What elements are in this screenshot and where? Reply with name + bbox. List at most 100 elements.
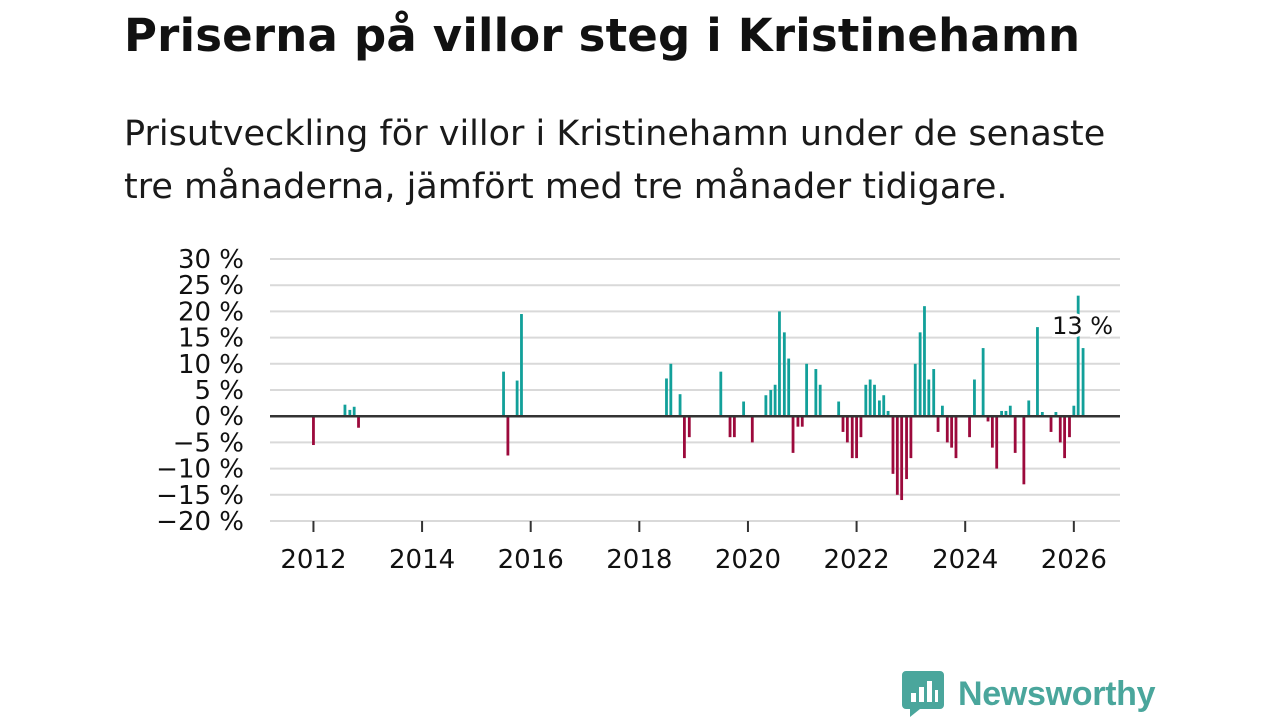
bar-7: [515, 380, 519, 417]
bar-69: [1027, 400, 1031, 417]
x-tick-label: 2026: [1041, 545, 1107, 575]
bar-32: [841, 416, 845, 432]
bar-68: [1022, 416, 1026, 485]
newsworthy-logo-text: Newsworthy: [958, 674, 1156, 713]
chart-title: Priserna på villor steg i Kristinehamn: [124, 9, 1081, 62]
bar-0: [312, 416, 315, 446]
bar-70: [1036, 327, 1039, 417]
bar-20: [769, 390, 773, 417]
bar-44: [895, 416, 899, 495]
data-label-latest: 13 %: [1052, 312, 1113, 340]
x-tick-label: 2024: [932, 545, 998, 575]
bar-77: [1072, 405, 1076, 417]
newsworthy-logo-icon: [902, 671, 944, 717]
bar-67: [1013, 416, 1017, 453]
bar-79: [1081, 348, 1085, 417]
bar-4: [357, 416, 360, 428]
bar-53: [936, 416, 940, 432]
bar-28: [805, 363, 809, 417]
y-tick-label: −20 %: [156, 507, 244, 537]
bar-9: [665, 378, 668, 417]
bar-73: [1054, 412, 1058, 417]
y-tick-label: 20 %: [178, 297, 244, 327]
bar-71: [1040, 412, 1044, 417]
bar-55: [945, 416, 949, 443]
bar-36: [859, 416, 863, 438]
bar-3: [352, 406, 356, 417]
bar-8: [520, 314, 523, 417]
y-tick-label: 30 %: [178, 245, 244, 275]
bar-24: [787, 358, 791, 417]
bar-12: [683, 416, 686, 459]
x-tick-label: 2018: [606, 545, 672, 575]
bar-34: [850, 416, 854, 459]
bar-74: [1058, 416, 1062, 443]
x-tick-label: 2020: [715, 545, 781, 575]
bar-50: [923, 306, 926, 417]
bar-13: [687, 416, 691, 438]
bar-22: [778, 311, 781, 417]
bar-45: [900, 416, 904, 501]
bar-51: [927, 379, 931, 417]
bar-54: [940, 405, 944, 417]
bar-60: [981, 348, 985, 417]
bar-25: [791, 416, 795, 453]
bar-76: [1068, 416, 1071, 438]
y-tick-label: 5 %: [194, 376, 244, 406]
y-tick-label: −5 %: [173, 428, 244, 458]
bar-2: [348, 409, 352, 417]
y-tick-label: 25 %: [178, 271, 244, 301]
bar-33: [845, 416, 849, 443]
bar-41: [882, 395, 886, 417]
bar-27: [800, 416, 804, 427]
bar-43: [891, 416, 895, 474]
x-tick-label: 2014: [389, 545, 455, 575]
bar-14: [719, 371, 723, 417]
bar-42: [886, 410, 890, 417]
bar-66: [1008, 405, 1012, 417]
bar-26: [796, 416, 800, 427]
bar-39: [873, 384, 876, 417]
bar-5: [502, 371, 505, 417]
bar-16: [732, 416, 736, 438]
chart-subtitle: Prisutveckling för villor i Kristinehamn…: [124, 114, 1106, 207]
bar-57: [954, 416, 958, 459]
bar-10: [669, 363, 673, 417]
bar-65: [1004, 410, 1008, 417]
y-tick-label: −15 %: [156, 481, 244, 511]
bar-75: [1063, 416, 1067, 459]
bar-18: [750, 416, 754, 443]
bar-30: [818, 384, 822, 417]
bar-29: [814, 369, 818, 417]
y-tick-label: 10 %: [178, 350, 244, 380]
bar-17: [742, 401, 746, 417]
bar-15: [728, 416, 732, 438]
bar-48: [913, 363, 917, 417]
y-tick-label: −10 %: [156, 455, 244, 485]
bar-56: [950, 416, 954, 448]
bar-52: [932, 369, 936, 417]
bar-47: [909, 416, 913, 459]
bar-35: [855, 416, 858, 459]
y-tick-label: 0 %: [194, 402, 244, 432]
bar-59: [973, 379, 976, 417]
bar-72: [1049, 416, 1053, 432]
bar-58: [968, 416, 971, 438]
x-tick-label: 2016: [498, 545, 564, 575]
bar-11: [678, 394, 682, 417]
bar-37: [864, 384, 868, 417]
bar-61: [986, 416, 990, 422]
bar-49: [918, 332, 922, 417]
bar-31: [837, 401, 841, 417]
bar-62: [990, 416, 994, 448]
y-tick-label: 15 %: [178, 324, 244, 354]
bar-23: [782, 332, 786, 417]
bar-46: [905, 416, 908, 480]
bar-19: [764, 395, 768, 417]
bar-21: [773, 384, 777, 417]
newsworthy-logo: Newsworthy: [902, 671, 1156, 717]
bar-1: [343, 404, 347, 417]
bar-78: [1076, 295, 1080, 417]
bar-40: [877, 400, 881, 417]
